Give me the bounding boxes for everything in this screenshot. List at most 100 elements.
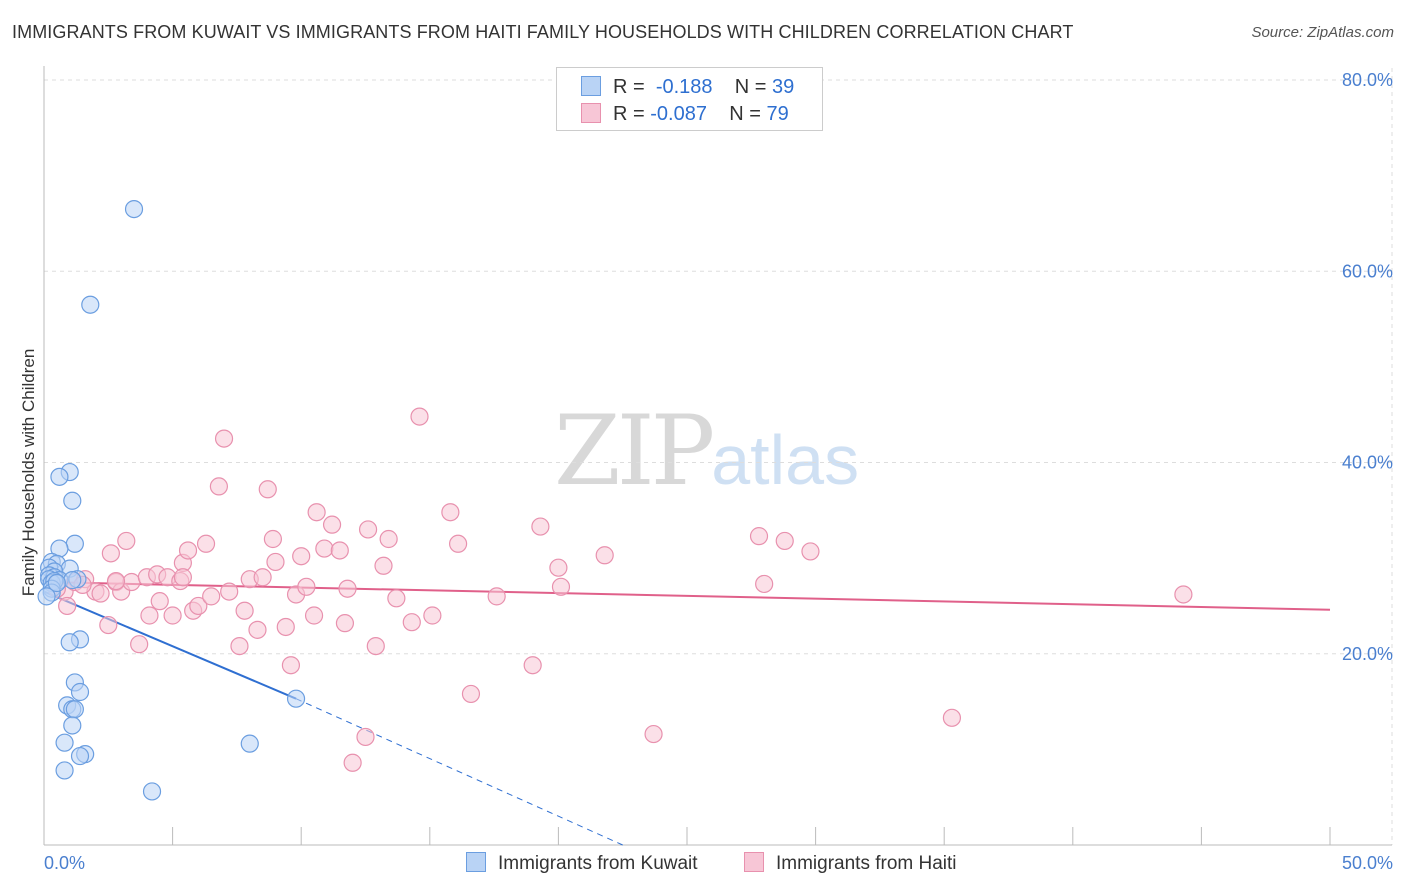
point-haiti <box>322 515 342 534</box>
legend-r-label-kuwait: R = <box>613 76 645 98</box>
point-haiti <box>461 684 481 704</box>
point-haiti <box>1174 585 1193 604</box>
point-haiti <box>297 577 316 596</box>
y-tick-label: 60.0% <box>1342 261 1393 281</box>
point-haiti <box>387 589 406 608</box>
point-haiti <box>448 534 468 553</box>
point-haiti <box>281 656 301 675</box>
point-haiti <box>196 534 216 553</box>
point-kuwait <box>63 571 82 590</box>
point-haiti <box>292 547 311 566</box>
chart-title: IMMIGRANTS FROM KUWAIT VS IMMIGRANTS FRO… <box>12 22 1074 42</box>
legend-swatch-haiti <box>581 103 601 123</box>
legend-n-label-kuwait: N = <box>734 76 767 98</box>
point-kuwait <box>63 491 82 510</box>
point-haiti <box>258 480 277 499</box>
trend-extension-kuwait <box>295 698 623 846</box>
point-haiti <box>58 596 77 616</box>
point-haiti <box>379 529 398 549</box>
trend-line-kuwait <box>43 590 297 700</box>
point-haiti <box>220 582 239 601</box>
point-kuwait <box>65 700 84 719</box>
point-haiti <box>755 574 774 594</box>
point-haiti <box>423 606 442 625</box>
point-kuwait <box>142 782 162 801</box>
x-tick-label: 50.0% <box>1342 853 1393 873</box>
point-haiti <box>374 556 393 575</box>
point-haiti <box>775 531 794 551</box>
legend-row-kuwait: R = -0.188 N = 39 <box>581 76 794 99</box>
point-kuwait <box>47 573 66 593</box>
point-haiti <box>263 529 283 549</box>
point-haiti <box>942 708 962 727</box>
legend-n-value-kuwait: 39 <box>772 76 795 98</box>
bottom-legend-kuwait: Immigrants from Kuwait <box>466 852 698 875</box>
point-haiti <box>189 596 208 616</box>
point-kuwait <box>37 587 56 606</box>
legend-r-label-haiti: R = <box>613 103 645 125</box>
point-haiti <box>91 584 110 603</box>
point-haiti <box>248 620 267 639</box>
point-haiti <box>101 544 120 563</box>
point-haiti <box>549 558 568 577</box>
point-haiti <box>130 635 149 654</box>
point-kuwait <box>81 295 100 314</box>
point-kuwait <box>55 733 74 752</box>
point-haiti <box>356 727 375 747</box>
y-tick-label: 40.0% <box>1342 453 1393 473</box>
bottom-legend-swatch-haiti <box>744 852 764 872</box>
point-haiti <box>117 531 136 551</box>
y-tick-label: 80.0% <box>1342 70 1393 90</box>
legend-swatch-kuwait <box>581 76 601 96</box>
point-haiti <box>441 503 460 522</box>
point-haiti <box>214 429 234 448</box>
axes <box>43 66 1392 846</box>
point-haiti <box>801 542 820 561</box>
y-axis-title: Family Households with Children <box>19 349 38 597</box>
point-haiti <box>487 587 506 606</box>
point-haiti <box>99 615 118 635</box>
data-points <box>37 199 1193 801</box>
point-haiti <box>531 517 550 536</box>
source-label: Source: ZipAtlas.com <box>1251 24 1394 41</box>
point-kuwait <box>60 633 79 652</box>
point-haiti <box>307 503 326 522</box>
point-haiti <box>366 636 385 656</box>
point-kuwait <box>63 716 82 735</box>
trend-lines <box>43 581 1331 846</box>
point-kuwait <box>124 199 144 219</box>
point-haiti <box>140 606 159 625</box>
point-haiti <box>523 656 542 675</box>
legend-n-label-haiti: N = <box>729 103 761 125</box>
point-kuwait <box>65 534 84 553</box>
trend-line-haiti <box>43 581 1331 611</box>
point-haiti <box>595 546 614 565</box>
point-haiti <box>315 539 334 558</box>
watermark-atlas: atlas <box>711 421 860 499</box>
point-haiti <box>644 724 663 744</box>
point-kuwait <box>240 734 259 753</box>
point-haiti <box>343 753 362 772</box>
point-haiti <box>551 577 571 596</box>
legend-r-value-haiti: -0.087 <box>650 103 707 125</box>
point-kuwait <box>70 746 90 766</box>
bottom-legend-swatch-kuwait <box>466 852 486 872</box>
y-tick-label: 20.0% <box>1342 644 1393 664</box>
watermark: ZIPatlas <box>554 395 859 507</box>
point-haiti <box>202 587 221 606</box>
point-haiti <box>173 568 192 587</box>
point-haiti <box>358 520 378 539</box>
legend-r-value-kuwait: -0.188 <box>655 76 713 98</box>
point-kuwait <box>286 689 306 708</box>
tick-labels: 20.0% 40.0% 60.0% 80.0% 0.0% 50.0% Family Hous… <box>19 70 1393 873</box>
point-haiti <box>335 614 355 633</box>
point-kuwait <box>50 467 69 486</box>
point-haiti <box>253 568 272 587</box>
point-haiti <box>106 571 126 591</box>
point-haiti <box>235 601 254 620</box>
point-kuwait <box>55 761 74 780</box>
point-haiti <box>410 407 429 426</box>
legend-row-haiti: R = -0.087 N = 79 <box>581 103 789 126</box>
grid <box>44 68 1393 845</box>
